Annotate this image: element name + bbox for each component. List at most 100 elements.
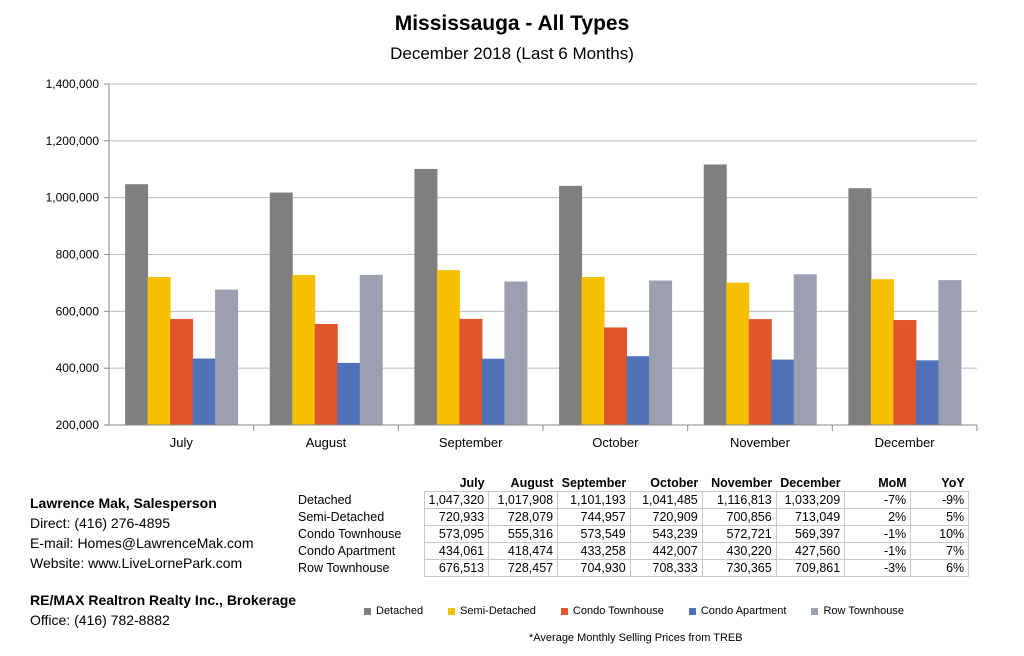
row-label: Semi-Detached: [298, 510, 385, 524]
table-cell: 5%: [910, 508, 970, 526]
table-cell: 1,101,193: [557, 491, 631, 509]
y-tick-label: 200,000: [56, 418, 100, 432]
table-cell: 427,560: [775, 542, 846, 560]
axes: [104, 83, 978, 431]
x-tick-label: August: [306, 435, 347, 450]
table-cell: -1%: [844, 542, 912, 560]
table-cell: 10%: [910, 525, 970, 543]
x-tick-label: July: [170, 435, 194, 450]
table-cell: 573,095: [423, 525, 490, 543]
table-cell: -1%: [844, 525, 912, 543]
table-cell: 555,316: [488, 525, 559, 543]
legend-label: Row Townhouse: [823, 605, 904, 617]
table-cell: 720,909: [629, 508, 703, 526]
row-label: Condo Apartment: [298, 544, 396, 558]
chart-subtitle: December 2018 (Last 6 Months): [390, 44, 634, 63]
bar-semi-detached: [581, 276, 605, 425]
website[interactable]: Website: www.LiveLornePark.com: [30, 555, 243, 571]
bar-condo-townhouse: [893, 320, 917, 425]
y-tick-label: 800,000: [56, 248, 100, 262]
col-header: September: [561, 475, 627, 490]
legend-swatch: [688, 607, 696, 615]
table-cell: 430,220: [701, 542, 777, 560]
table-cell: 543,239: [629, 525, 703, 543]
table-cell: 720,933: [423, 508, 490, 526]
bar-row-townhouse: [793, 274, 817, 425]
table-cell: 572,721: [701, 525, 777, 543]
direct-phone: Direct: (416) 276-4895: [30, 515, 171, 531]
legend: Detached Semi-Detached Condo Townhouse Cond…: [364, 605, 929, 617]
table-cell: 2%: [844, 508, 912, 526]
table-cell: -3%: [844, 559, 912, 577]
table-row: Semi-Detached 720,933 728,079 744,957 720,90…: [296, 508, 970, 526]
col-header: July: [459, 475, 485, 490]
legend-swatch: [560, 607, 568, 615]
bar-semi-detached: [726, 282, 750, 425]
legend-item: Detached: [364, 605, 423, 617]
bar-row-townhouse: [359, 274, 383, 425]
table-cell: 1,017,908: [488, 491, 559, 509]
legend-label: Condo Townhouse: [572, 605, 664, 617]
bar-row-townhouse: [504, 281, 528, 425]
table-row: Condo Apartment 434,061 418,474 433,258 442,…: [296, 542, 970, 560]
data-table: July August September October November D…: [296, 474, 970, 577]
table-cell: 569,397: [775, 525, 846, 543]
table-cell: 418,474: [488, 542, 559, 560]
bar-row-townhouse: [215, 289, 239, 425]
table-cell: 1,033,209: [775, 491, 846, 509]
footnote: *Average Monthly Selling Prices from TRE…: [529, 632, 743, 644]
bar-detached: [414, 168, 438, 425]
bar-condo-townhouse: [170, 318, 194, 425]
bar-condo-apartment: [481, 358, 505, 425]
table-header-row: July August September October November D…: [296, 474, 969, 492]
bar-row-townhouse: [649, 280, 673, 425]
table-cell: 700,856: [701, 508, 777, 526]
bar-condo-townhouse: [748, 319, 772, 425]
legend-swatch: [448, 607, 456, 615]
legend-swatch: [811, 607, 819, 615]
bar-chart: 200,000 400,000 600,000 800,000 1,000,000 1,2…: [46, 77, 978, 450]
bar-condo-apartment: [915, 360, 939, 425]
col-header: YoY: [941, 475, 965, 490]
y-tick-label: 1,000,000: [46, 191, 100, 205]
contact-block: Lawrence Mak, Salesperson Direct: (416) …: [30, 493, 296, 630]
x-tick-label: October: [592, 435, 639, 450]
bar-detached: [125, 184, 149, 425]
office-phone: Office: (416) 782-8882: [30, 612, 170, 628]
table-cell: -7%: [844, 491, 912, 509]
row-label: Detached: [298, 493, 352, 507]
row-label: Condo Townhouse: [298, 527, 402, 541]
table-cell: -9%: [910, 491, 970, 509]
agent-name: Lawrence Mak, Salesperson: [30, 495, 217, 511]
gridlines: [109, 83, 977, 426]
bar-detached: [703, 164, 727, 426]
table-cell: 1,116,813: [701, 491, 777, 509]
table-cell: 434,061: [423, 542, 490, 560]
bar-condo-townhouse: [459, 318, 483, 425]
table-cell: 7%: [910, 542, 970, 560]
bar-semi-detached: [292, 274, 316, 425]
row-label: Row Townhouse: [298, 561, 390, 575]
bars: [125, 164, 962, 426]
chart-title: Mississauga - All Types: [394, 12, 630, 35]
bar-condo-apartment: [337, 362, 361, 425]
bar-semi-detached: [870, 279, 894, 425]
table-cell: 709,861: [775, 559, 846, 577]
col-header: November: [711, 475, 773, 490]
email[interactable]: E-mail: Homes@LawrenceMak.com: [30, 535, 254, 551]
bar-detached: [269, 192, 293, 425]
bar-row-townhouse: [938, 280, 962, 425]
legend-item: Semi-Detached: [448, 605, 536, 617]
bar-condo-apartment: [626, 356, 650, 425]
table-row: Detached 1,047,320 1,017,908 1,101,193 1,041…: [296, 491, 970, 509]
bar-condo-apartment: [192, 358, 216, 425]
table-cell: 728,457: [488, 559, 559, 577]
table-cell: 433,258: [557, 542, 631, 560]
bar-semi-detached: [147, 276, 171, 425]
x-tick-label: September: [439, 435, 503, 450]
table-cell: 1,041,485: [629, 491, 703, 509]
legend-label: Semi-Detached: [460, 605, 536, 617]
bar-semi-detached: [436, 270, 460, 425]
table-cell: 728,079: [488, 508, 559, 526]
table-cell: 6%: [910, 559, 970, 577]
